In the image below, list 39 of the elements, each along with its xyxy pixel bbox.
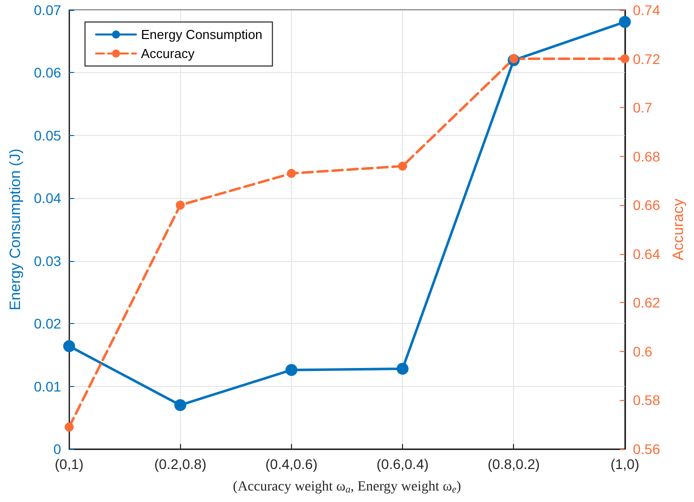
legend-label: Energy Consumption [141,27,262,42]
y-tick-label: 0.05 [34,127,62,144]
x-tick-label: (0,1) [54,456,84,472]
y-tick-label: 0.07 [34,2,62,18]
y-tick-label: 0.06 [34,64,62,81]
y-axis-title: Energy Consumption (J) [7,148,24,310]
x-tick-label: (0.6,0.4) [376,456,429,472]
y2-tick-label: 0.6 [632,343,653,360]
y-tick-label: 0 [53,441,62,457]
y-tick-label: 0.01 [34,378,62,394]
legend-label: Accuracy [141,46,195,61]
point [285,364,298,376]
x-tick-label: (1,0) [610,456,640,472]
y2-tick-label: 0.58 [632,392,660,408]
point [64,422,74,432]
point [396,362,409,375]
y-tick-label: 0.03 [34,252,62,269]
y2-tick-label: 0.64 [632,246,660,262]
point [618,16,631,28]
point [509,54,518,64]
y2-tick-label: 0.66 [632,197,660,214]
y2-tick-label: 0.68 [632,148,660,164]
point [286,168,296,178]
y-tick-label: 0.04 [34,190,62,206]
point [176,200,185,210]
y2-tick-label: 0.7 [632,100,653,116]
y2-tick-label: 0.74 [632,2,660,18]
y2-tick-label: 0.72 [632,50,660,67]
point [620,54,630,64]
y2-tick-label: 0.56 [632,441,660,457]
x-tick-label: (0.2,0.8) [154,456,206,472]
x-tick-label: (0.4,0.6) [265,456,318,472]
point [398,162,408,171]
y2-tick-label: 0.62 [632,294,660,311]
y-tick-label: 0.02 [34,316,62,332]
point [63,340,76,352]
y2-axis-title: Accuracy [670,198,687,260]
point [174,399,186,412]
x-tick-label: (0.8,0.2) [488,456,540,472]
